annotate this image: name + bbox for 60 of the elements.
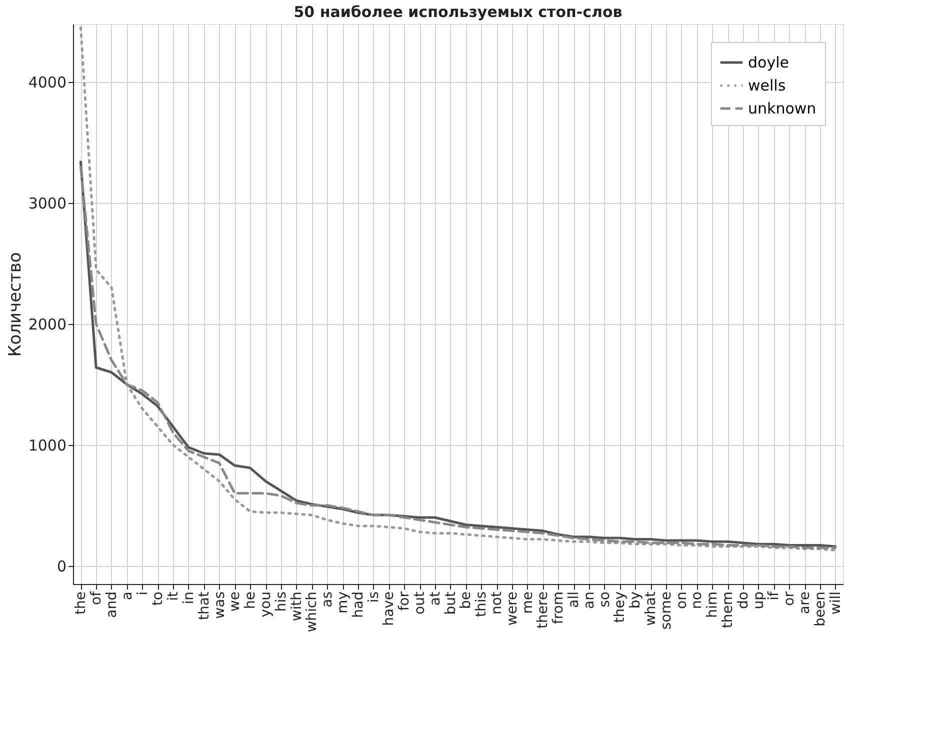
x-tick-label: do <box>735 592 752 609</box>
x-tick-label: so <box>596 592 613 608</box>
x-tick-label: from <box>550 592 567 624</box>
chart-title: 50 наиболее используемых стоп-слов <box>294 3 622 21</box>
x-tick-label: which <box>304 592 320 632</box>
legend-label: doyle <box>748 54 789 72</box>
x-tick-label: you <box>258 592 274 618</box>
x-tick-label: his <box>273 592 290 612</box>
x-tick-label: as <box>320 592 336 608</box>
x-tick-label: had <box>350 592 366 618</box>
x-tick-label: by <box>628 592 644 609</box>
x-tick-label: be <box>458 592 474 609</box>
x-tick-label: but <box>442 590 459 615</box>
x-tick-label: it <box>166 591 182 601</box>
y-tick-label: 3000 <box>28 194 66 213</box>
y-tick-label: 4000 <box>28 74 66 92</box>
x-tick-label: is <box>366 592 382 603</box>
y-tick-label: 0 <box>56 557 66 576</box>
x-tick-label: to <box>150 592 166 606</box>
x-tick-label: my <box>335 592 351 614</box>
legend-label: unknown <box>748 100 816 118</box>
x-tick-label: i <box>134 592 151 596</box>
x-tick-label: of <box>88 590 105 605</box>
x-tick-label: up <box>750 591 767 610</box>
x-tick-label: and <box>104 592 120 618</box>
x-tick-label: out <box>412 591 428 614</box>
x-tick-label: with <box>288 592 305 622</box>
x-tick-label: there <box>535 592 552 629</box>
x-tick-label: the <box>73 592 90 614</box>
x-tick-label: we <box>227 592 244 612</box>
x-tick-label: or <box>782 591 798 606</box>
legend-label: wells <box>748 76 786 94</box>
y-tick-label: 1000 <box>28 436 66 454</box>
x-tick-label: were <box>504 592 520 626</box>
x-tick-label: that <box>196 590 212 620</box>
x-tick-label: a <box>119 592 136 600</box>
x-tick-label: him <box>704 592 721 618</box>
x-tick-label: have <box>381 592 398 626</box>
x-tick-label: if <box>766 590 782 600</box>
x-tick-label: some <box>658 592 674 630</box>
x-tick-label: an <box>581 592 598 609</box>
x-tick-label: all <box>566 592 582 608</box>
x-tick-label: me <box>520 592 536 614</box>
x-tick-label: at <box>427 591 444 606</box>
x-tick-label: no <box>689 592 706 609</box>
x-tick-label: on <box>674 592 690 609</box>
x-tick-label: not <box>489 591 505 614</box>
y-axis-title: Количество <box>5 252 26 357</box>
x-tick-label: they <box>612 592 628 623</box>
x-tick-label: in <box>181 592 197 604</box>
x-tick-label: them <box>720 592 736 628</box>
x-tick-label: what <box>643 591 659 626</box>
x-tick-label: he <box>242 592 259 609</box>
x-tick-label: are <box>797 592 813 614</box>
x-tick-label: been <box>812 592 828 626</box>
x-tick-label: was <box>212 592 228 619</box>
y-tick-label: 2000 <box>28 315 66 334</box>
x-tick-label: for <box>396 591 413 611</box>
x-tick-label: this <box>474 592 490 618</box>
x-tick-label: will <box>828 592 844 615</box>
